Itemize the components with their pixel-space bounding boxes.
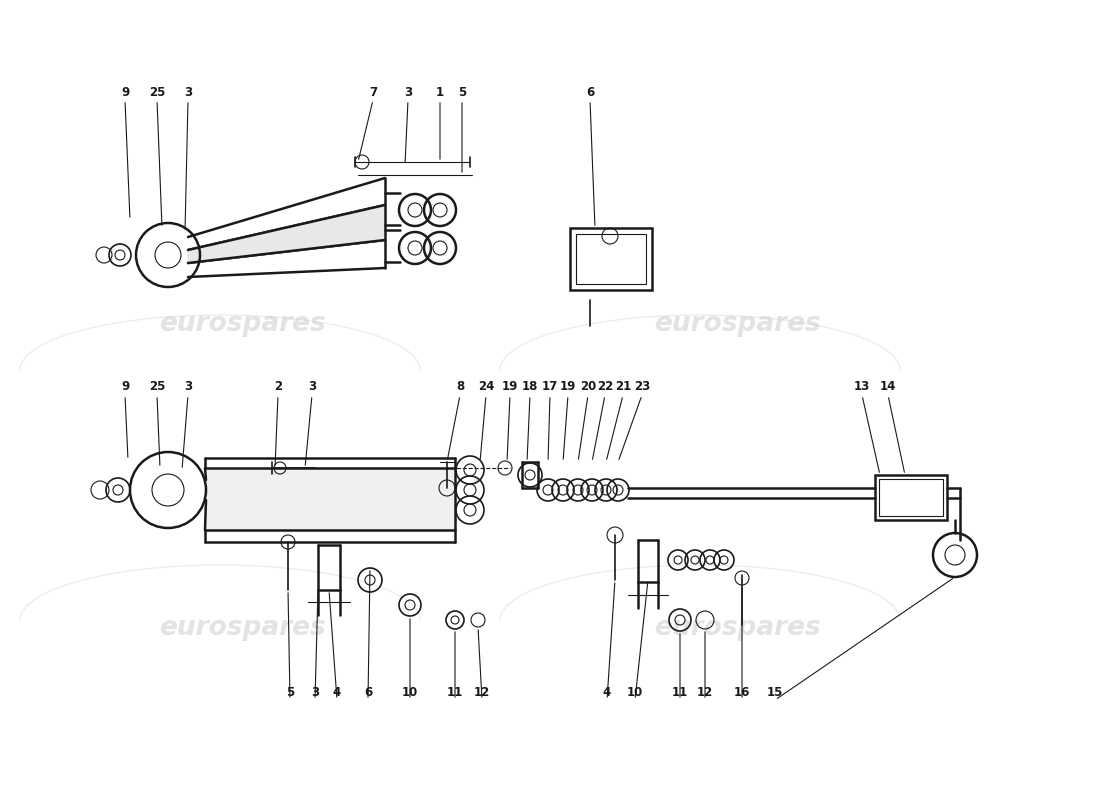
Text: 1: 1 xyxy=(436,86,444,98)
Text: eurospares: eurospares xyxy=(653,311,821,337)
Text: 8: 8 xyxy=(455,381,464,394)
Text: 15: 15 xyxy=(767,686,783,698)
Text: 3: 3 xyxy=(308,381,316,394)
Text: 4: 4 xyxy=(333,686,341,698)
Polygon shape xyxy=(188,205,385,263)
Text: 10: 10 xyxy=(627,686,644,698)
Text: 19: 19 xyxy=(560,381,576,394)
Text: 23: 23 xyxy=(634,381,650,394)
Text: 24: 24 xyxy=(477,381,494,394)
Text: 14: 14 xyxy=(880,381,896,394)
Text: eurospares: eurospares xyxy=(158,311,326,337)
Text: 25: 25 xyxy=(148,381,165,394)
Text: 20: 20 xyxy=(580,381,596,394)
Text: 11: 11 xyxy=(447,686,463,698)
Text: 3: 3 xyxy=(404,86,412,98)
Text: 16: 16 xyxy=(734,686,750,698)
Bar xyxy=(879,479,943,516)
Text: 4: 4 xyxy=(603,686,612,698)
Bar xyxy=(576,234,646,284)
Text: 7: 7 xyxy=(368,86,377,98)
Bar xyxy=(874,475,947,520)
Text: 17: 17 xyxy=(542,381,558,394)
Polygon shape xyxy=(205,468,455,530)
Text: 12: 12 xyxy=(474,686,491,698)
Text: eurospares: eurospares xyxy=(653,615,821,641)
Text: 9: 9 xyxy=(121,86,129,98)
Text: 12: 12 xyxy=(697,686,713,698)
Text: 3: 3 xyxy=(311,686,319,698)
Text: 6: 6 xyxy=(586,86,594,98)
Text: 19: 19 xyxy=(502,381,518,394)
Text: 2: 2 xyxy=(274,381,282,394)
Text: 5: 5 xyxy=(458,86,466,98)
Text: 3: 3 xyxy=(184,381,192,394)
Text: 6: 6 xyxy=(364,686,372,698)
Text: 10: 10 xyxy=(402,686,418,698)
Text: 21: 21 xyxy=(615,381,631,394)
Text: 11: 11 xyxy=(672,686,689,698)
Text: 18: 18 xyxy=(521,381,538,394)
Text: eurospares: eurospares xyxy=(158,615,326,641)
Text: 5: 5 xyxy=(286,686,294,698)
Text: 25: 25 xyxy=(148,86,165,98)
Text: 22: 22 xyxy=(597,381,613,394)
Text: 9: 9 xyxy=(121,381,129,394)
Bar xyxy=(570,228,652,290)
Text: 3: 3 xyxy=(184,86,192,98)
Text: 13: 13 xyxy=(854,381,870,394)
